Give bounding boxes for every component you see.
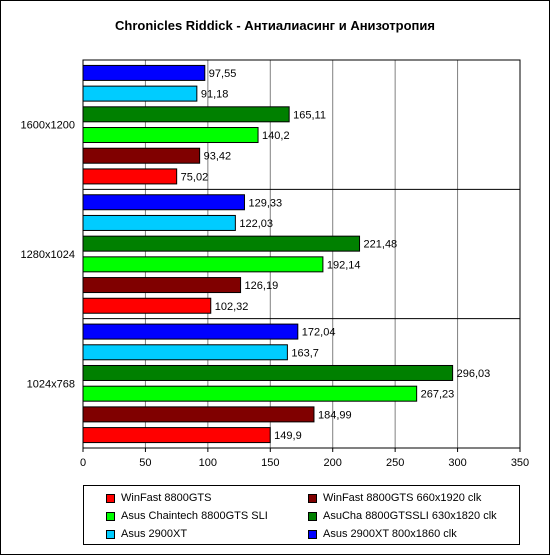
bar xyxy=(82,194,245,211)
data-label: 163,7 xyxy=(291,347,319,359)
chart-title: Chronicles Riddick - Антиалиасинг и Аниз… xyxy=(115,18,435,33)
category-label: 1024x768 xyxy=(27,378,75,390)
data-label: 75,02 xyxy=(181,171,209,183)
legend-item: AsuCha 8800GTSSLI 630x1820 clk xyxy=(308,507,497,525)
data-label: 97,55 xyxy=(209,68,237,80)
x-tick-label: 150 xyxy=(261,457,279,469)
data-label: 91,18 xyxy=(201,89,229,101)
bar xyxy=(82,427,271,444)
bar xyxy=(82,64,206,81)
data-label: 184,99 xyxy=(318,409,352,421)
data-label: 129,33 xyxy=(248,197,282,209)
legend-swatch xyxy=(106,511,115,521)
bar xyxy=(82,106,290,123)
legend-swatch xyxy=(308,511,317,521)
legend-item: Asus 2900XT 800x1860 clk xyxy=(308,525,457,543)
category-label: 1600x1200 xyxy=(21,120,75,132)
bar xyxy=(82,297,212,314)
bar xyxy=(82,344,288,361)
data-label: 122,03 xyxy=(239,218,273,230)
x-tick-label: 50 xyxy=(139,457,151,469)
bar xyxy=(82,214,236,231)
x-tick-label: 250 xyxy=(386,457,404,469)
x-tick-label: 350 xyxy=(511,457,529,469)
legend-swatch xyxy=(308,493,317,503)
bar xyxy=(82,147,201,164)
category-label: 1280x1024 xyxy=(21,249,75,261)
data-label: 192,14 xyxy=(327,259,361,271)
legend-item: WinFast 8800GTS 660x1920 clk xyxy=(308,489,481,507)
legend-item: Asus Chaintech 8800GTS SLI xyxy=(106,507,268,525)
legend-label: WinFast 8800GTS xyxy=(121,492,212,504)
x-tick-label: 100 xyxy=(199,457,217,469)
bar xyxy=(82,323,299,340)
x-tick-label: 0 xyxy=(80,457,86,469)
bar xyxy=(82,406,315,423)
data-label: 126,19 xyxy=(245,280,279,292)
data-label: 149,9 xyxy=(274,430,302,442)
legend-swatch xyxy=(308,529,317,539)
legend-swatch xyxy=(106,529,115,539)
bar xyxy=(82,127,259,144)
legend-item: Asus 2900XT xyxy=(106,525,187,543)
bar xyxy=(82,235,361,252)
bar xyxy=(82,277,242,294)
bar xyxy=(82,85,198,102)
plot-border xyxy=(82,59,521,449)
bar xyxy=(82,256,324,273)
legend: WinFast 8800GTS WinFast 8800GTS 660x1920 … xyxy=(83,485,520,545)
legend-label: Asus 2900XT 800x1860 clk xyxy=(323,528,457,540)
data-label: 102,32 xyxy=(215,301,249,313)
legend-label: WinFast 8800GTS 660x1920 clk xyxy=(323,492,482,504)
bar xyxy=(82,364,454,381)
data-label: 221,48 xyxy=(364,239,398,251)
data-label: 296,03 xyxy=(457,368,491,380)
bar xyxy=(82,385,418,402)
data-label: 165,11 xyxy=(293,109,326,121)
x-tick-label: 300 xyxy=(448,457,466,469)
x-tick-label: 200 xyxy=(324,457,342,469)
legend-label: Asus Chaintech 8800GTS SLI xyxy=(121,510,268,522)
data-label: 267,23 xyxy=(421,389,455,401)
data-label: 93,42 xyxy=(204,151,232,163)
legend-swatch xyxy=(106,493,115,503)
bar xyxy=(82,168,178,185)
legend-label: AsuCha 8800GTSSLI 630x1820 clk xyxy=(323,510,497,522)
data-label: 172,04 xyxy=(302,327,336,339)
legend-label: Asus 2900XT xyxy=(121,528,188,540)
data-label: 140,2 xyxy=(262,130,290,142)
legend-item: WinFast 8800GTS xyxy=(106,489,211,507)
plot-area xyxy=(83,60,520,448)
